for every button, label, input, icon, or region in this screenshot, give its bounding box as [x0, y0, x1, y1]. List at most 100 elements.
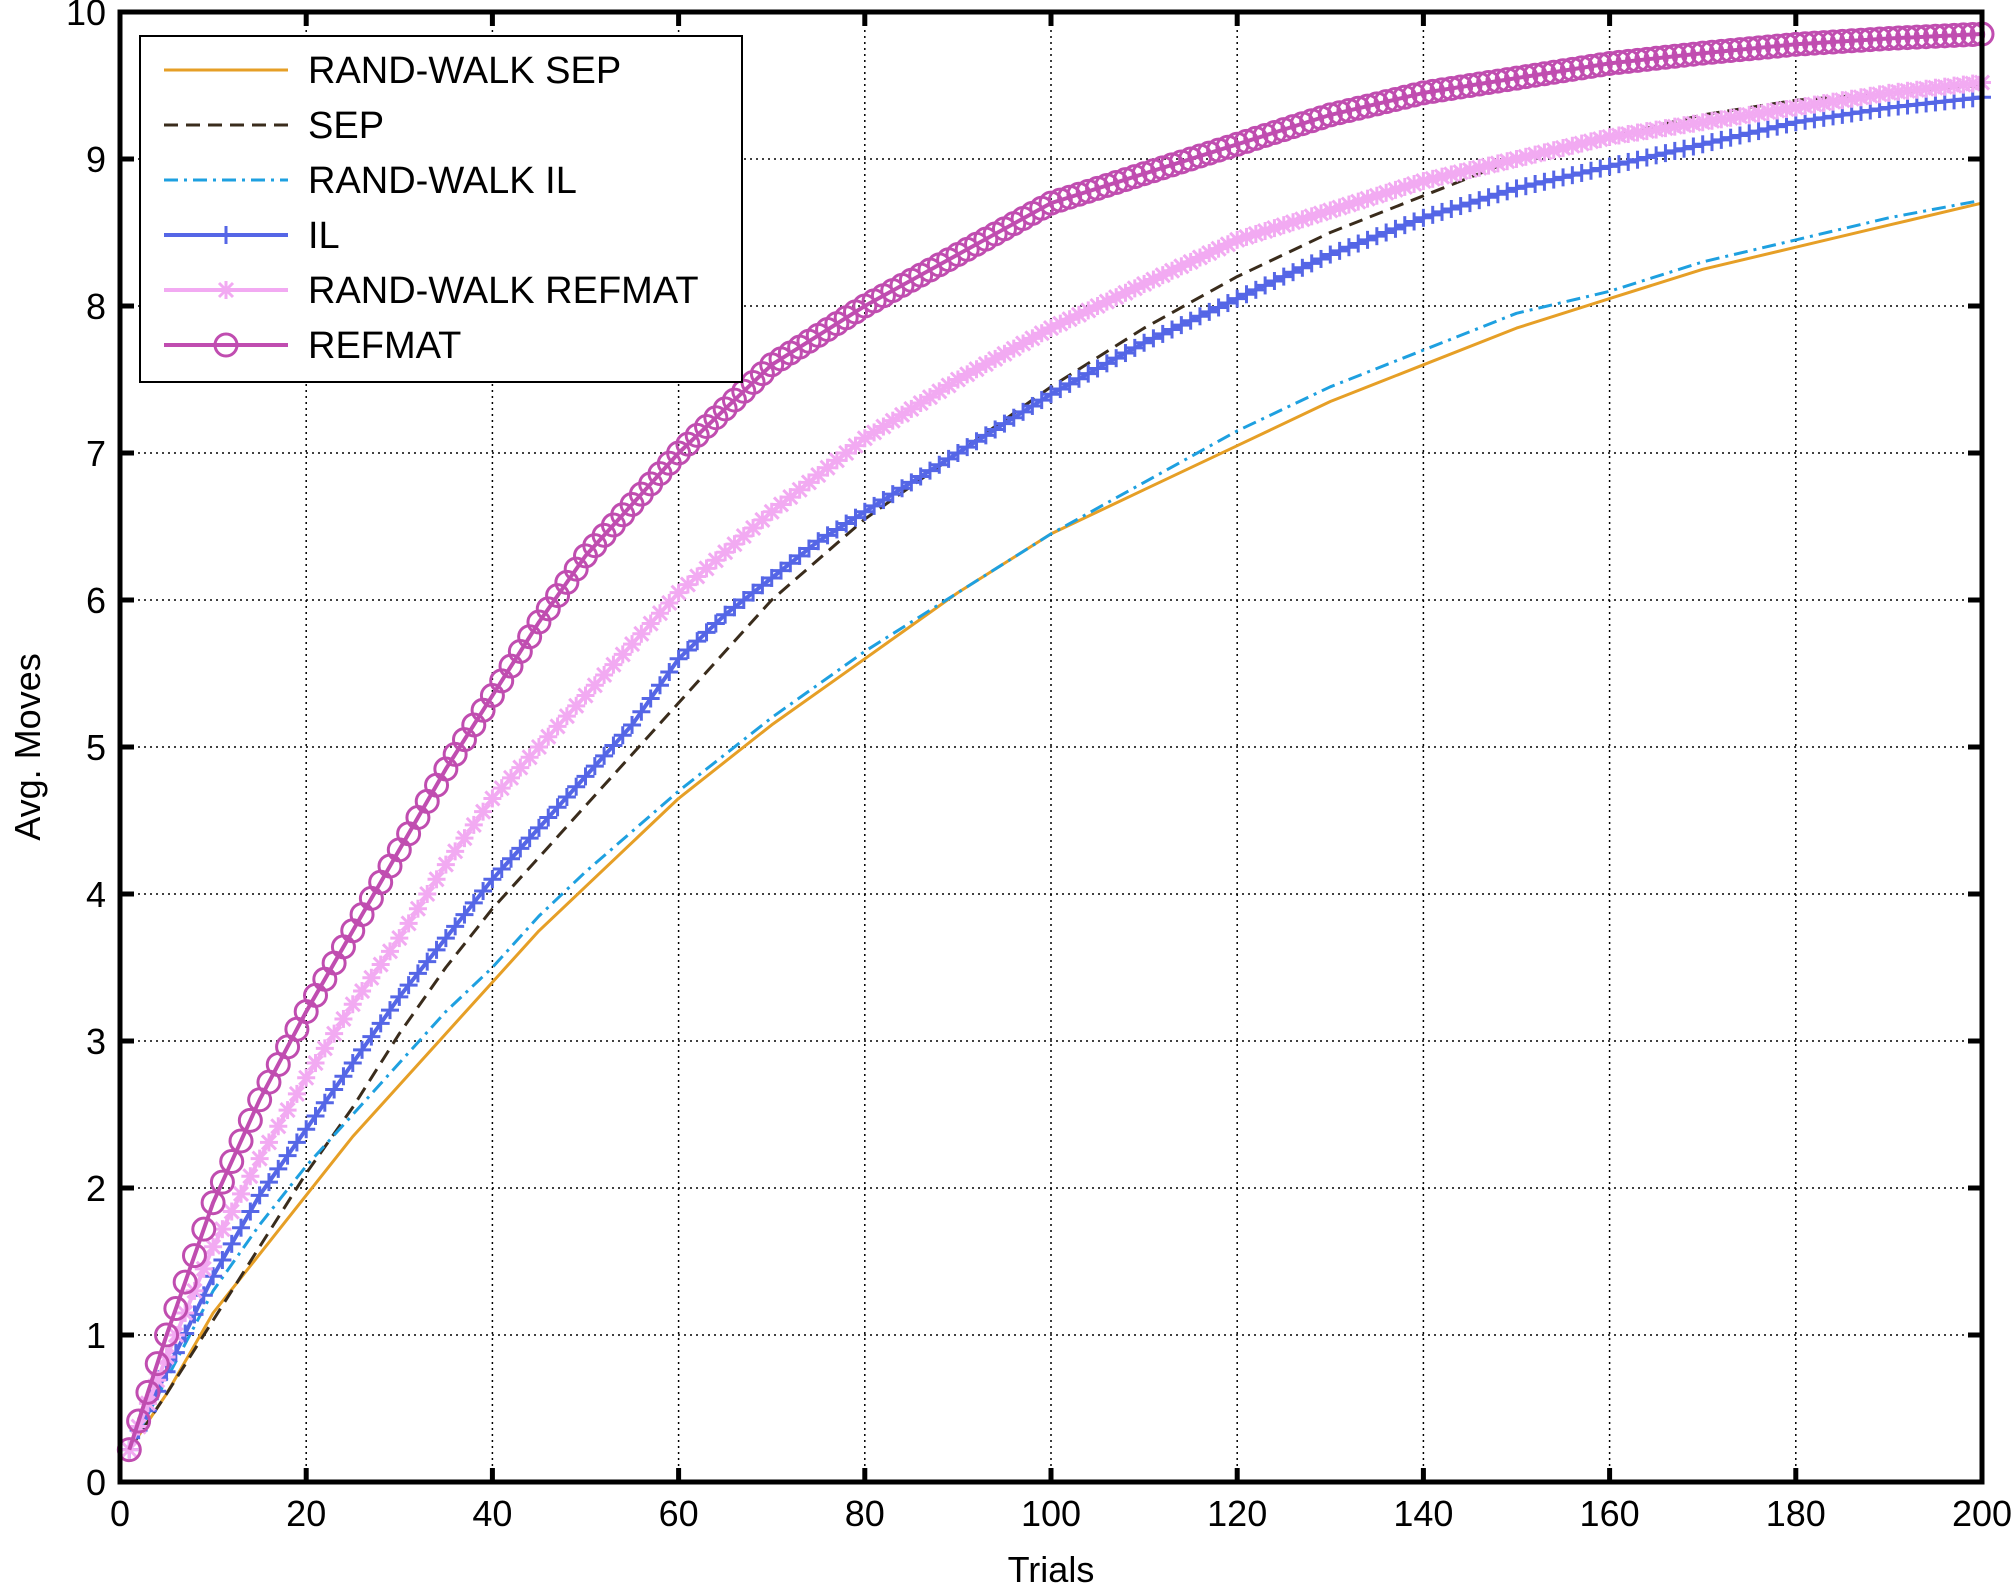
plus-marker — [958, 438, 977, 457]
asterisk-marker-stroke — [1294, 211, 1311, 228]
asterisk-marker — [446, 842, 465, 861]
asterisk-marker-stroke — [1238, 228, 1255, 245]
asterisk-marker-stroke — [400, 915, 417, 932]
plus-marker — [353, 1040, 372, 1059]
asterisk-marker-stroke — [1406, 175, 1423, 193]
asterisk-marker-stroke — [391, 930, 408, 947]
asterisk-marker — [297, 1068, 316, 1087]
asterisk-marker — [315, 1039, 334, 1058]
circle-marker — [1550, 58, 1576, 84]
asterisk-marker-stroke — [149, 1372, 166, 1389]
asterisk-marker-stroke — [1284, 214, 1302, 231]
asterisk-marker — [641, 614, 660, 633]
y-tick-label: 9 — [86, 139, 106, 180]
plus-marker — [1042, 385, 1060, 404]
circle-marker — [1634, 46, 1660, 72]
circle-marker — [1876, 25, 1902, 51]
plus-marker — [1684, 137, 1703, 156]
plus-marker — [483, 870, 502, 889]
plus-marker — [259, 1173, 278, 1192]
asterisk-marker-stroke — [1350, 193, 1367, 210]
asterisk-marker — [1367, 186, 1386, 205]
plus-marker — [604, 736, 623, 755]
asterisk-marker-stroke — [372, 956, 389, 973]
asterisk-marker-stroke — [1424, 170, 1441, 187]
plus-marker — [446, 917, 465, 936]
y-tick-label: 4 — [86, 874, 106, 915]
circle-marker — [144, 1351, 170, 1377]
plus-marker — [865, 496, 884, 515]
plus-marker — [1647, 146, 1666, 165]
circle-marker — [1755, 34, 1781, 60]
series-rand-walk-sep — [128, 201, 1983, 1451]
circle-marker — [1569, 55, 1595, 81]
asterisk-marker-stroke — [1545, 142, 1562, 159]
plus-marker — [1097, 354, 1116, 373]
asterisk-marker — [1256, 222, 1275, 241]
plus-marker — [930, 455, 949, 474]
legend-item-il: IL — [164, 215, 340, 257]
circle-marker — [1783, 31, 1809, 57]
plus-marker — [1209, 298, 1228, 317]
circle-marker — [1727, 37, 1753, 63]
asterisk-marker — [278, 1101, 297, 1120]
series-refmat — [116, 21, 1995, 1463]
asterisk-marker-stroke — [1443, 166, 1460, 183]
plus-marker — [1768, 117, 1787, 136]
plus-marker — [1218, 294, 1237, 313]
plus-marker — [241, 1202, 260, 1221]
plus-marker — [576, 767, 595, 786]
asterisk-marker-stroke — [242, 1168, 259, 1185]
plus-marker — [1442, 199, 1461, 218]
circle-marker — [1494, 67, 1520, 93]
legend-item-rand-walk-refmat: RAND-WALK REFMAT — [164, 270, 699, 312]
circle-marker — [1922, 23, 1948, 49]
plus-marker — [204, 1267, 223, 1286]
asterisk-marker-stroke — [1247, 225, 1264, 243]
plus-marker — [464, 893, 483, 912]
asterisk-marker — [380, 942, 399, 961]
series-layer — [116, 21, 1995, 1463]
circle-marker — [1485, 68, 1511, 94]
plus-marker — [390, 987, 409, 1006]
circle-marker — [1895, 25, 1921, 51]
asterisk-marker — [1591, 130, 1610, 149]
circle-marker — [1597, 50, 1623, 76]
circle-marker — [1941, 22, 1967, 48]
asterisk-marker-stroke — [465, 816, 482, 833]
plus-marker — [809, 532, 828, 551]
circle-marker — [1643, 45, 1669, 71]
asterisk-marker-stroke — [1275, 217, 1292, 234]
plus-marker — [1572, 163, 1591, 182]
circle-marker — [1811, 30, 1837, 56]
asterisk-marker — [222, 1202, 241, 1221]
plus-marker — [874, 491, 893, 510]
asterisk-marker — [390, 929, 409, 948]
plus-marker — [1721, 128, 1740, 147]
plus-marker — [1265, 272, 1284, 291]
plus-marker — [343, 1054, 362, 1073]
asterisk-marker-stroke — [270, 1118, 287, 1135]
asterisk-marker — [334, 1009, 353, 1028]
legend-label: IL — [308, 215, 340, 257]
plus-marker — [278, 1146, 297, 1165]
plus-marker — [734, 591, 753, 609]
plus-marker — [1079, 364, 1098, 383]
y-tick-label: 0 — [86, 1462, 106, 1503]
plus-marker — [716, 605, 735, 624]
asterisk-marker-stroke — [1368, 187, 1385, 204]
circle-marker — [1848, 27, 1874, 53]
asterisk-marker-stroke — [232, 1185, 250, 1202]
asterisk-marker — [1237, 227, 1256, 246]
plus-marker — [799, 539, 818, 558]
asterisk-marker — [837, 444, 856, 462]
plus-marker — [1656, 144, 1675, 163]
asterisk-marker-stroke — [1340, 196, 1357, 213]
y-tick-label: 6 — [86, 580, 106, 621]
plus-marker — [893, 479, 912, 498]
legend-label: RAND-WALK REFMAT — [308, 270, 699, 312]
legend-item-sep: SEP — [164, 105, 384, 147]
asterisk-marker-stroke — [1480, 157, 1497, 174]
circle-marker — [1457, 73, 1483, 98]
plus-marker — [1609, 155, 1628, 174]
